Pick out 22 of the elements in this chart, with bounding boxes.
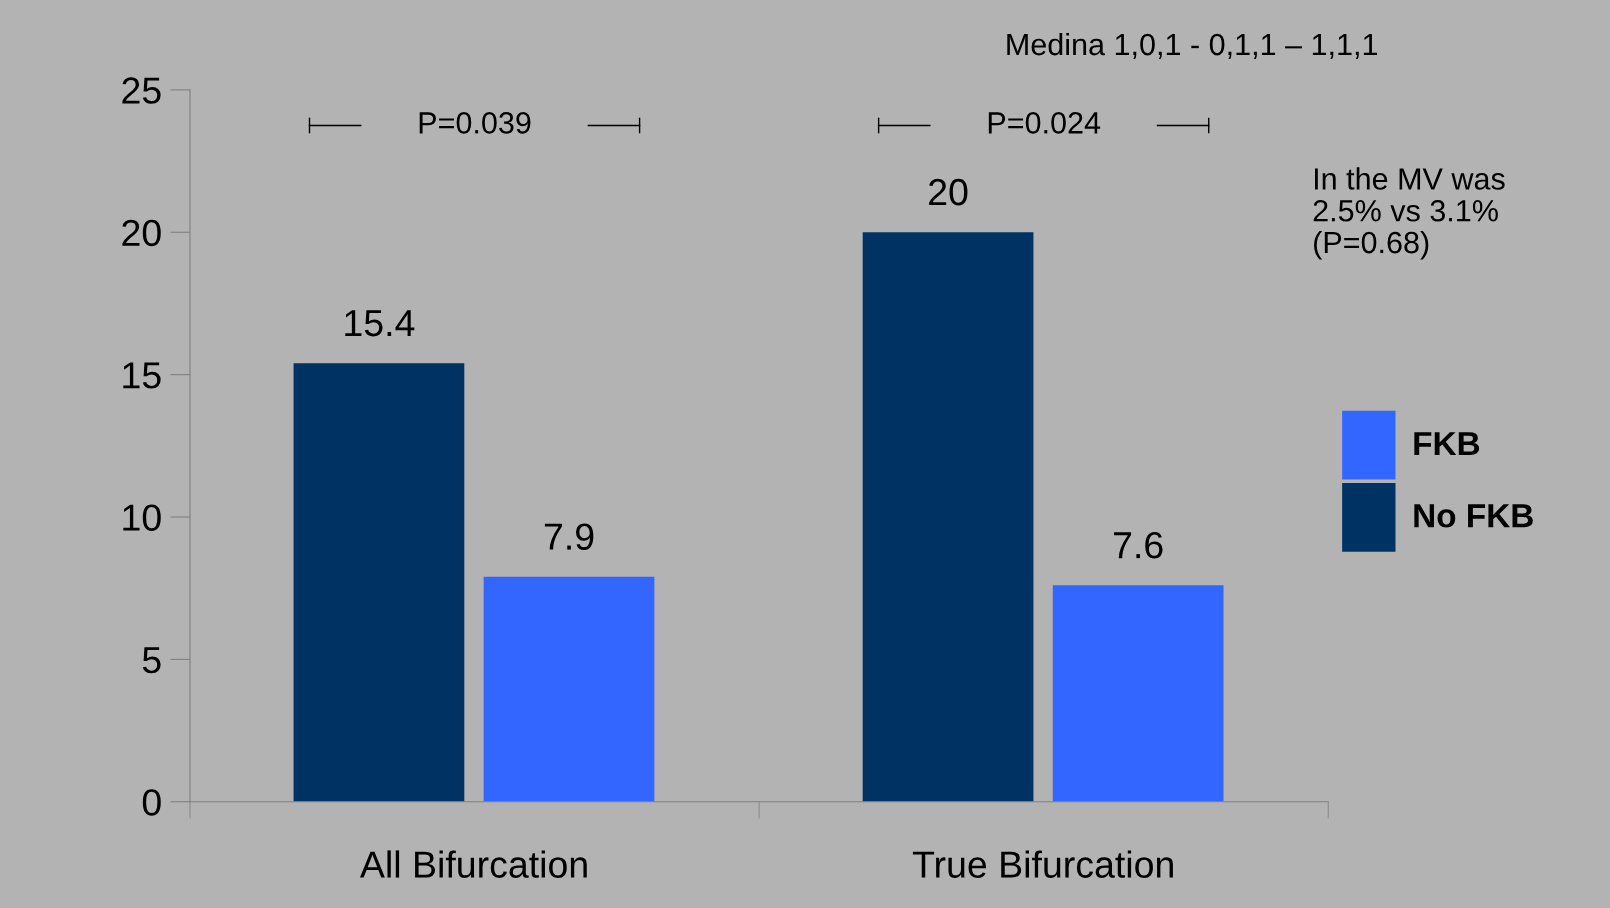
data-label: 7.9 (544, 523, 594, 550)
annotation: P=0.039 (419, 112, 531, 134)
y-tick-label: 0 (142, 789, 161, 816)
data-label: 7.6 (1114, 531, 1163, 559)
x-tick-label: All Bifurcation (359, 850, 587, 878)
y-tick-label: 5 (142, 647, 161, 674)
data-label: 20 (929, 178, 968, 206)
y-tick-label: 25 (122, 77, 161, 104)
legend-label: No FKB (1414, 504, 1533, 528)
y-tick-label: 10 (123, 504, 161, 531)
annotation: In the MV was 2.5% vs 3.1% (P=0.68) (1313, 167, 1505, 260)
y-tick-label: 15 (123, 362, 161, 389)
text: Medina 1,0,1 - 0,1,1 – 1,1,1 (1007, 32, 1378, 59)
bar (862, 232, 1034, 802)
data-label: 15.4 (345, 310, 415, 337)
annotation: P=0.024 (988, 112, 1101, 134)
bar (1052, 585, 1224, 802)
bar (293, 363, 465, 802)
bar (483, 576, 655, 802)
legend-label: FKB (1414, 432, 1480, 456)
x-tick-label: True Bifurcation (912, 850, 1173, 878)
y-tick-label: 20 (122, 219, 161, 247)
